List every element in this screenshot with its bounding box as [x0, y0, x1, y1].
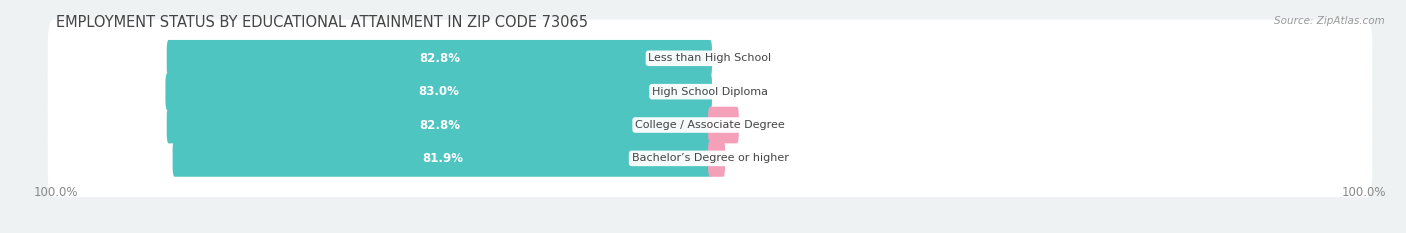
Text: Less than High School: Less than High School [648, 53, 772, 63]
FancyBboxPatch shape [48, 120, 1372, 197]
Text: College / Associate Degree: College / Associate Degree [636, 120, 785, 130]
Text: 81.9%: 81.9% [422, 152, 463, 165]
FancyBboxPatch shape [48, 86, 1372, 164]
FancyBboxPatch shape [709, 140, 725, 177]
FancyBboxPatch shape [48, 20, 1372, 97]
Text: 0.0%: 0.0% [717, 85, 747, 98]
Text: Bachelor’s Degree or higher: Bachelor’s Degree or higher [631, 153, 789, 163]
Text: 83.0%: 83.0% [418, 85, 460, 98]
Text: 0.0%: 0.0% [717, 52, 747, 65]
FancyBboxPatch shape [709, 107, 738, 143]
FancyBboxPatch shape [173, 140, 711, 177]
Text: 82.8%: 82.8% [419, 119, 460, 131]
Text: 4.1%: 4.1% [745, 119, 775, 131]
FancyBboxPatch shape [48, 53, 1372, 130]
FancyBboxPatch shape [167, 107, 711, 143]
Text: High School Diploma: High School Diploma [652, 87, 768, 97]
Text: Source: ZipAtlas.com: Source: ZipAtlas.com [1274, 16, 1385, 26]
Text: 2.0%: 2.0% [731, 152, 761, 165]
FancyBboxPatch shape [167, 40, 711, 77]
Text: EMPLOYMENT STATUS BY EDUCATIONAL ATTAINMENT IN ZIP CODE 73065: EMPLOYMENT STATUS BY EDUCATIONAL ATTAINM… [56, 15, 588, 30]
FancyBboxPatch shape [166, 73, 711, 110]
Text: 82.8%: 82.8% [419, 52, 460, 65]
